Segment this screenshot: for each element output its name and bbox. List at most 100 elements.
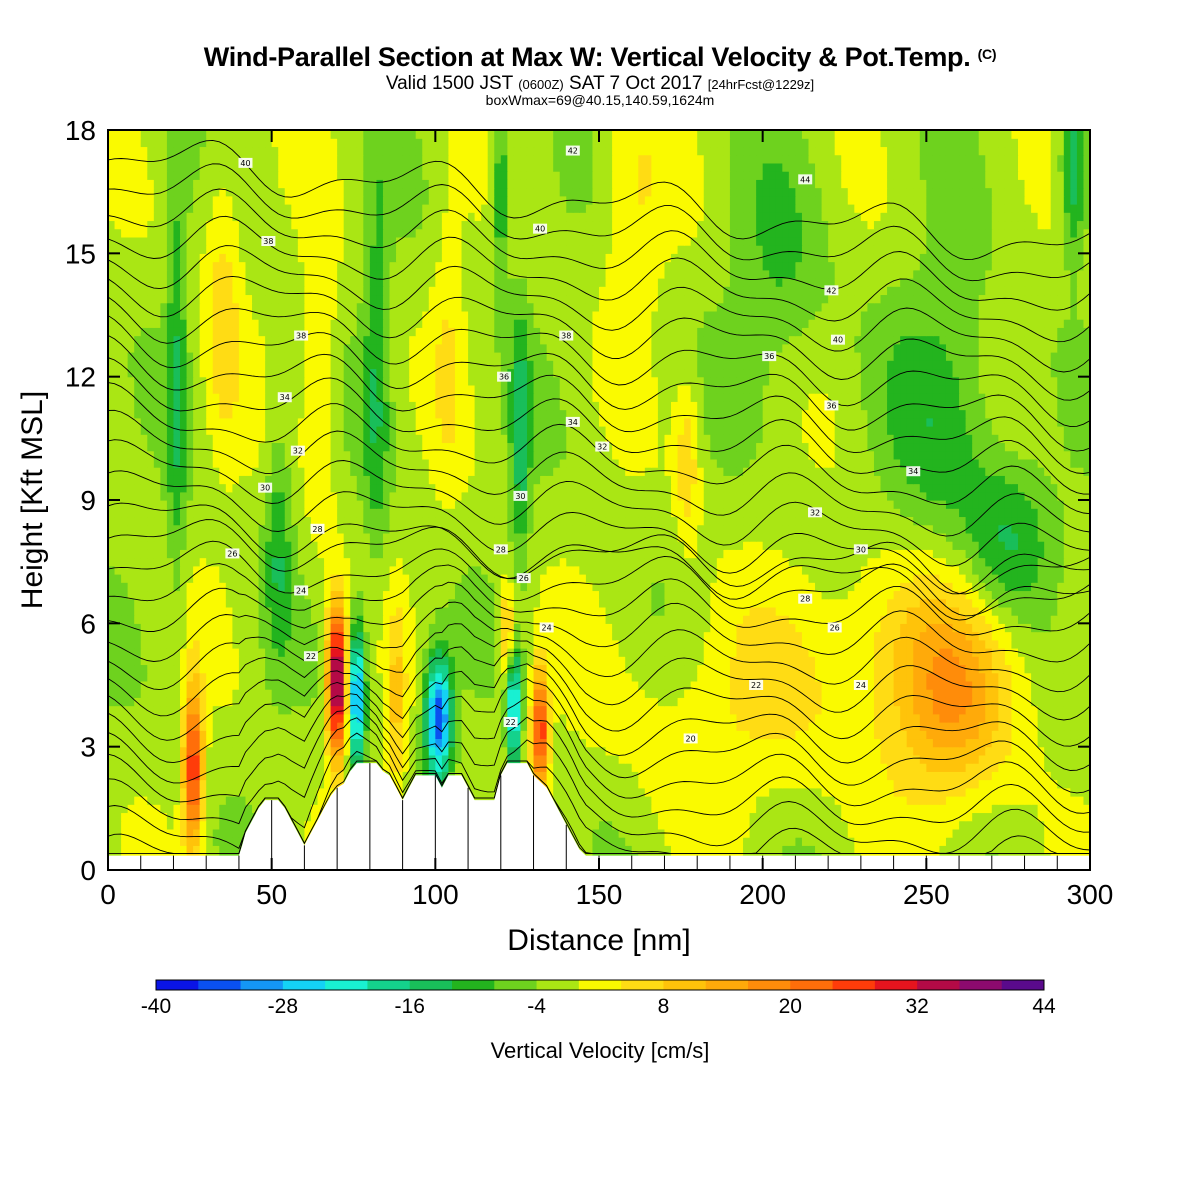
field-cell (297, 615, 305, 624)
field-cell (533, 771, 541, 781)
field-cell (919, 615, 927, 624)
field-cell (1017, 598, 1026, 608)
field-cell (854, 812, 862, 822)
field-cell (284, 746, 292, 756)
field-cell (238, 672, 247, 682)
field-cell (1057, 598, 1065, 608)
field-cell (389, 738, 397, 748)
field-cell (932, 631, 941, 641)
field-cell (409, 631, 417, 641)
field-cell (199, 787, 207, 797)
field-cell (579, 615, 587, 624)
field-cell (1017, 771, 1026, 781)
field-cell (795, 828, 803, 838)
field-cell (841, 606, 849, 616)
field-cell (723, 697, 731, 707)
field-cell (926, 631, 934, 641)
field-cell (664, 656, 672, 666)
field-cell (1070, 763, 1078, 772)
field-cell (638, 738, 646, 748)
field-cell (369, 598, 378, 608)
field-cell (304, 796, 312, 805)
field-cell (893, 763, 901, 772)
field-cell (991, 639, 999, 649)
field-cell (526, 656, 535, 666)
field-cell (965, 713, 973, 723)
field-cell (232, 722, 240, 731)
field-cell (317, 738, 325, 748)
field-cell (756, 730, 764, 740)
field-cell (1031, 837, 1039, 846)
field-cell (932, 787, 941, 797)
field-cell (173, 804, 181, 814)
field-cell (271, 680, 279, 690)
field-cell (919, 738, 927, 748)
field-cell (729, 689, 738, 698)
field-cell (454, 606, 463, 616)
field-cell (978, 796, 986, 805)
field-cell (310, 598, 319, 608)
field-cell (769, 639, 777, 649)
field-cell (134, 615, 142, 624)
field-cell (860, 837, 869, 846)
field-cell (749, 598, 757, 608)
field-cell (513, 639, 522, 649)
field-cell (232, 820, 240, 830)
field-cell (1057, 804, 1065, 814)
field-cell (729, 705, 738, 715)
field-cell (540, 598, 548, 608)
field-cell (900, 656, 908, 666)
field-cell (815, 689, 823, 698)
field-cell (206, 656, 214, 666)
field-cell (945, 623, 954, 633)
field-cell (821, 812, 829, 822)
field-cell (278, 730, 286, 740)
field-cell (461, 697, 469, 707)
field-cell (651, 763, 659, 772)
field-cell (684, 631, 692, 641)
field-cell (729, 730, 738, 740)
field-cell (245, 615, 253, 624)
field-cell (363, 631, 371, 641)
field-cell (284, 623, 292, 633)
field-cell (180, 680, 188, 690)
field-cell (854, 763, 862, 772)
field-cell (952, 705, 960, 715)
field-cell (1044, 598, 1052, 608)
field-cell (697, 631, 705, 641)
field-cell (710, 845, 718, 855)
field-cell (743, 828, 751, 838)
field-cell (121, 664, 129, 674)
field-cell (193, 837, 201, 846)
field-cell (756, 664, 764, 674)
field-cell (592, 812, 600, 822)
field-cell (900, 598, 908, 608)
field-cell (428, 754, 436, 764)
field-cell (350, 598, 358, 608)
field-cell (193, 771, 201, 781)
field-cell (271, 648, 279, 657)
field-cell (736, 812, 744, 822)
field-cell (1004, 828, 1013, 838)
field-cell (147, 746, 155, 756)
field-cell (415, 722, 423, 731)
field-cell (454, 664, 463, 674)
field-cell (860, 713, 869, 723)
field-cell (212, 639, 220, 649)
field-cell (474, 639, 482, 649)
field-cell (697, 672, 705, 682)
field-cell (435, 771, 443, 781)
field-cell (180, 648, 188, 657)
field-cell (1083, 664, 1090, 674)
field-cell (808, 779, 816, 789)
field-cell (828, 631, 836, 641)
field-cell (769, 672, 777, 682)
field-cell (265, 664, 273, 674)
field-cell (343, 606, 351, 616)
field-cell (690, 812, 698, 822)
field-cell (756, 615, 764, 624)
field-cell (114, 804, 122, 814)
field-cell (160, 779, 168, 789)
field-cell (1011, 639, 1019, 649)
field-cell (919, 697, 927, 707)
